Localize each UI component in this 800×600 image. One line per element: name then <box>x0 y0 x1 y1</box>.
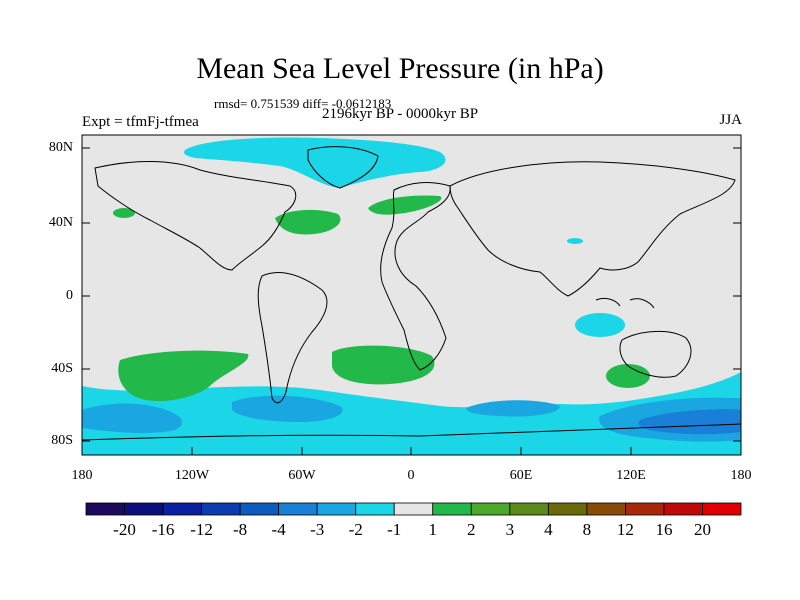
colorbar-swatch <box>393 502 434 516</box>
colorbar-label: 8 <box>582 520 592 539</box>
colorbar-swatch <box>316 502 357 516</box>
colorbar-label: 4 <box>544 520 553 539</box>
x-tick-label: 0 <box>407 468 415 483</box>
colorbar-swatch <box>470 502 511 516</box>
colorbar-swatch <box>124 502 164 516</box>
anomaly-pos-southpacific <box>118 350 249 402</box>
anomaly-pos-indian <box>606 364 650 388</box>
colorbar-label: -3 <box>310 520 325 539</box>
axis-ticks <box>81 147 742 455</box>
colorbar-swatch <box>162 502 202 516</box>
colorbar-swatch <box>586 502 626 516</box>
colorbar-label: -1 <box>387 520 402 539</box>
anomaly-neg1-south-band <box>82 437 741 455</box>
colorbar-label: -8 <box>233 520 248 539</box>
stats-label: rmsd= 0.751539 diff= -0.0612183 <box>214 96 392 111</box>
colorbar-swatch <box>432 502 472 516</box>
x-tick-label: 180 <box>730 468 752 483</box>
colorbar-label: 12 <box>616 520 634 539</box>
anomaly-neg2-south <box>82 403 183 434</box>
colorbar-swatch <box>239 502 280 516</box>
colorbar-label: -12 <box>190 520 213 539</box>
experiment-label: Expt = tfmFj-tfmea <box>82 114 199 130</box>
colorbar-swatch <box>201 502 241 516</box>
y-tick-label: 80S <box>51 433 73 448</box>
colorbar <box>85 502 742 516</box>
anomaly-pos-atlantic <box>275 209 341 235</box>
anomaly-pos-pacific-n <box>113 208 135 218</box>
colorbar-swatch <box>702 502 742 516</box>
period-label: 2196kyr BP - 0000kyr BP <box>322 106 479 122</box>
colorbar-swatch <box>509 502 549 516</box>
anomaly-neg2-south-c <box>466 400 560 417</box>
anomaly-neg1-asia <box>567 238 583 244</box>
anomaly-neg2-south-b <box>232 395 343 422</box>
colorbar-swatch <box>663 502 703 516</box>
x-tick-label: 60W <box>288 468 316 483</box>
colorbar-label: 20 <box>693 520 711 539</box>
colorbar-label: -2 <box>348 520 363 539</box>
colorbar-label: 2 <box>467 520 476 539</box>
colorbar-label: -4 <box>271 520 286 539</box>
coastlines <box>82 146 741 441</box>
colorbar-label: -20 <box>113 520 136 539</box>
anomaly-pos-southatlantic <box>332 345 435 385</box>
colorbar-swatch <box>85 502 125 516</box>
y-tick-label: 40S <box>51 361 73 376</box>
anomaly-pos-northatlantic <box>368 195 442 215</box>
x-tick-label: 180 <box>71 468 93 483</box>
x-tick-label: 60E <box>509 468 533 483</box>
anomaly-neg1-arctic <box>184 137 446 188</box>
anomaly-neg3-south <box>638 409 741 435</box>
anomaly-neg1-south <box>82 372 741 455</box>
colorbar-swatch <box>547 502 588 516</box>
colorbar-label: -16 <box>151 520 175 539</box>
y-tick-label: 40N <box>48 215 73 230</box>
y-tick-label: 0 <box>66 288 73 303</box>
anomaly-neg1-pacific <box>575 313 625 337</box>
colorbar-swatch <box>278 502 318 516</box>
y-tick-label: 80N <box>48 140 73 155</box>
x-tick-label: 120W <box>174 468 210 483</box>
season-label: JJA <box>719 112 742 128</box>
x-tick-label: 120E <box>616 468 646 483</box>
colorbar-label: 1 <box>428 520 438 539</box>
page-title: Mean Sea Level Pressure (in hPa) <box>196 52 604 85</box>
colorbar-label: 16 <box>655 520 673 539</box>
colorbar-label: 3 <box>505 520 515 539</box>
colorbar-swatch <box>625 502 665 516</box>
colorbar-swatch <box>355 502 395 516</box>
